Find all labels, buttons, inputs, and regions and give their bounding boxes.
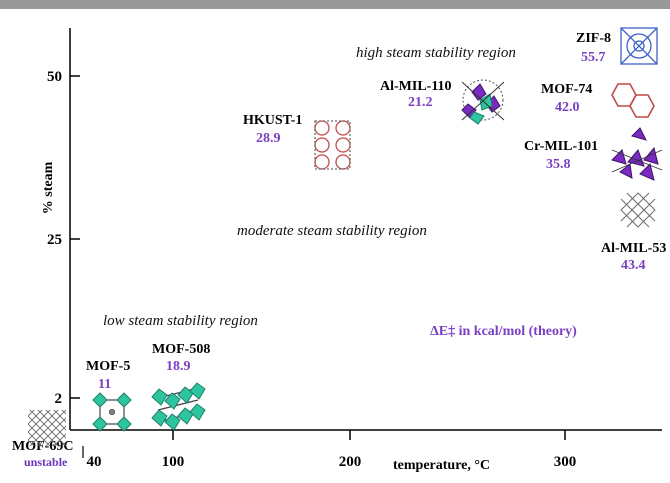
mesh-gray-icon: [28, 410, 66, 446]
point-labels: MOF-69CunstableMOF-511MOF-50818.9HKUST-1…: [12, 31, 666, 469]
point-value-label: 35.8: [546, 157, 571, 172]
pillared-teal-icon: [151, 382, 206, 431]
y-axis-title: % steam: [41, 161, 56, 214]
axes: [69, 28, 662, 458]
y-tick-label: 50: [47, 69, 62, 85]
point-name-label: Al-MIL-53: [601, 241, 666, 256]
point-value-label: 42.0: [555, 100, 580, 115]
data-point: MOF-74 42.0: [541, 82, 592, 115]
x-tick-label: 300: [554, 454, 577, 470]
x-tick-label: 200: [339, 454, 362, 470]
region-label-high: high steam stability region: [356, 45, 516, 61]
legend-note-energy: ΔE‡ in kcal/mol (theory): [430, 324, 577, 339]
point-value-label: 18.9: [166, 359, 191, 374]
data-point: MOF-508 18.9: [152, 342, 210, 374]
data-point: ZIF-8 55.7: [576, 31, 611, 65]
data-point: MOF-5 11: [86, 359, 130, 392]
region-label-low: low steam stability region: [103, 313, 258, 329]
point-value-label: 28.9: [256, 131, 281, 146]
point-name-label: MOF-74: [541, 82, 592, 97]
point-value-label: 43.4: [621, 258, 646, 273]
point-value-label: 55.7: [581, 50, 606, 65]
lozenge-gray-icon: [620, 192, 656, 228]
region-label-moderate: moderate steam stability region: [237, 223, 427, 239]
data-point: HKUST-1 28.9: [243, 113, 302, 146]
cluster-purple-teal-icon: [461, 79, 505, 125]
y-tick-label: 25: [47, 232, 62, 248]
data-point: Cr-MIL-101 35.8: [524, 139, 598, 172]
point-value-label: 21.2: [408, 95, 433, 110]
point-value-label: 11: [98, 377, 111, 392]
data-point: Al-MIL-53 43.4: [601, 241, 666, 273]
tetrahedra-purple-icon: [611, 127, 663, 181]
x-axis-title: temperature, °C: [393, 458, 490, 473]
point-note-label: unstable: [24, 455, 68, 469]
point-name-label: MOF-5: [86, 359, 130, 374]
crystal-icons: [28, 27, 663, 446]
y-tick-label: 2: [55, 391, 63, 407]
point-name-label: ZIF-8: [576, 31, 611, 46]
y-ticks: 2 25 50: [47, 69, 80, 407]
cubic-teal-icon: [92, 392, 132, 432]
point-name-label: Al-MIL-110: [380, 79, 452, 94]
point-name-label: MOF-508: [152, 342, 210, 357]
x-tick-label: 100: [162, 454, 185, 470]
cage-red-icon: [314, 120, 351, 170]
x-ticks: 40 100 200 300: [87, 430, 577, 470]
point-name-label: Cr-MIL-101: [524, 139, 598, 154]
x-tick-label: 40: [87, 454, 102, 470]
point-name-label: HKUST-1: [243, 113, 302, 128]
hexagon-channel-icon: [611, 83, 655, 118]
sodalite-blue-icon: [620, 27, 658, 65]
top-rule: [0, 0, 670, 9]
